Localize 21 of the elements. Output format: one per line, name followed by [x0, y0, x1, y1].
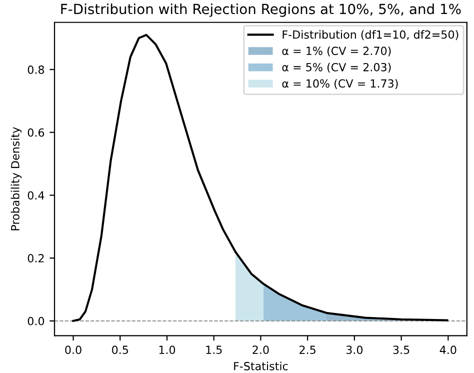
x-tick-label: 4.0 [440, 346, 456, 354]
x-tick-label: 2.5 [300, 346, 316, 354]
x-tick-label: 1.5 [206, 346, 222, 354]
legend-label: α = 1% (CV = 2.70) [282, 46, 391, 56]
x-tick-label: 3.5 [393, 346, 410, 354]
y-tick-label: 0.8 [28, 65, 44, 74]
y-axis-title: Probability Density [10, 127, 22, 230]
x-tick-label: 0.5 [112, 346, 128, 354]
chart-title: F-Distribution with Rejection Regions at 10%, 5%, and 1% [61, 3, 461, 17]
y-tick-label: 0.6 [28, 128, 44, 137]
y-tick-label: 0.2 [28, 254, 44, 262]
y-tick-label: 0.4 [28, 191, 44, 200]
legend-label: α = 10% (CV = 1.73) [282, 79, 398, 89]
legend-label: α = 5% (CV = 2.03) [282, 62, 391, 73]
x-tick-label: 3.0 [346, 346, 363, 354]
x-axis-title: F-Statistic [234, 362, 288, 370]
legend-label: F-Distribution (df1=10, df2=50) [282, 30, 458, 40]
x-tick-label: 1.0 [159, 346, 176, 354]
y-tick-label: 0.0 [28, 316, 44, 326]
x-tick-label: 0.0 [65, 346, 82, 354]
x-tick-label: 2.0 [252, 346, 269, 354]
